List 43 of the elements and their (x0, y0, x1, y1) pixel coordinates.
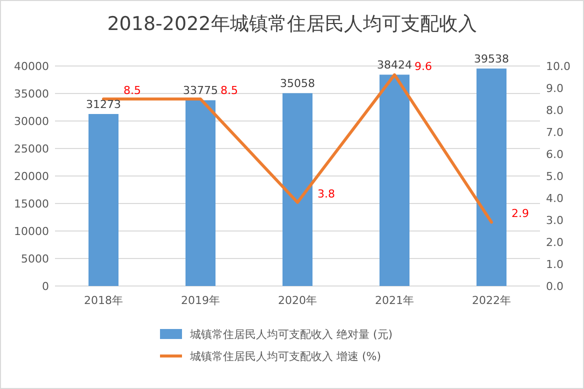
legend-label: 城镇常住居民人均可支配收入 绝对量 (元) (189, 328, 393, 341)
y-tick-label: 25000 (14, 142, 49, 156)
x-tick-label: 2021年 (375, 294, 414, 307)
y-tick-label: 0 (42, 280, 49, 293)
y-tick-label: 15000 (14, 198, 49, 210)
y2-tick-label: 2.0 (546, 236, 564, 249)
x-tick-label: 2020年 (278, 294, 317, 307)
data-label: 35058 (280, 77, 315, 90)
y-tick-label: 40000 (14, 60, 49, 73)
y-tick-label: 30000 (14, 115, 49, 128)
data-label: 39538 (474, 52, 509, 66)
y-tick-label: 35000 (14, 88, 49, 100)
y2-tick-label: 10.0 (546, 60, 570, 73)
data-label: 8.5 (220, 84, 238, 97)
data-label: 31273 (86, 98, 121, 111)
bar (476, 68, 506, 286)
y2-tick-label: 3.0 (546, 214, 564, 227)
x-tick-label: 2022年 (472, 294, 511, 307)
data-label: 9.6 (414, 60, 432, 73)
y2-tick-label: 7.0 (546, 126, 564, 139)
y-tick-label: 10000 (14, 225, 49, 238)
bar (282, 93, 312, 286)
bar (88, 114, 118, 286)
data-label: 33775 (183, 84, 218, 98)
data-label: 3.8 (318, 187, 335, 200)
y2-tick-label: 9.0 (546, 82, 564, 95)
x-tick-label: 2018年 (84, 294, 123, 307)
bar (380, 74, 410, 286)
data-label: 38424 (377, 58, 412, 72)
bar (186, 100, 216, 286)
legend-label: 城镇常住居民人均可支配收入 增速 (%) (189, 350, 382, 363)
y-tick-label: 20000 (14, 170, 49, 183)
y-tick-label: 5000 (21, 252, 49, 266)
y2-tick-label: 4.0 (546, 192, 564, 205)
chart-title: 2018-2022年城镇常住居民人均可支配收入 (107, 13, 477, 35)
data-label: 8.5 (124, 84, 141, 97)
y2-tick-label: 0.0 (546, 280, 564, 293)
y2-tick-label: 8.0 (546, 104, 564, 117)
y2-tick-label: 1.0 (546, 258, 564, 271)
x-tick-label: 2019年 (181, 294, 220, 307)
y2-tick-label: 6.0 (546, 148, 564, 161)
data-label: 2.9 (512, 207, 529, 220)
y2-tick-label: 5.0 (546, 170, 564, 183)
